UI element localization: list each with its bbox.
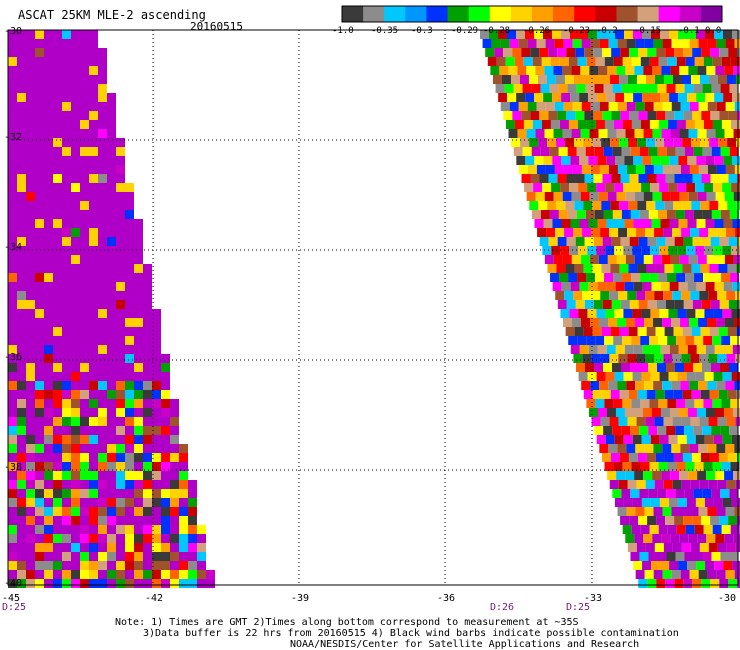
colorbar-label: -0.35 — [371, 26, 399, 36]
data-swaths — [8, 30, 740, 588]
colorbar-label: -0.23 — [563, 26, 591, 36]
pass-time-label: D:26 — [490, 602, 515, 613]
colorbar-swatch — [405, 6, 427, 22]
colorbar-swatch — [489, 6, 512, 22]
colorbar-swatch — [384, 6, 406, 22]
colorbar-swatch — [595, 6, 617, 22]
lat-label: -30 — [4, 26, 23, 37]
colorbar-swatch — [342, 6, 364, 22]
colorbar-label: -0.29 — [451, 26, 479, 36]
lat-label: -38 — [4, 462, 23, 473]
colorbar-swatch — [553, 6, 575, 22]
colorbar-label: -0.1 — [678, 26, 700, 36]
colorbar-swatch — [447, 6, 470, 22]
colorbar-swatch — [510, 6, 533, 22]
colorbar-label: -0.26 — [523, 26, 551, 36]
colorbar — [341, 5, 723, 23]
colorbar-label: -0.28 — [483, 26, 511, 36]
colorbar-swatch — [468, 6, 491, 22]
map-frame — [7, 29, 739, 586]
lon-label: -45 — [2, 593, 21, 604]
lon-label: -42 — [145, 593, 164, 604]
colorbar-swatch — [637, 6, 660, 22]
map-title: ASCAT 25KM MLE-2 ascending — [18, 8, 206, 22]
lat-label: -34 — [4, 242, 23, 253]
colorbar-swatch — [658, 6, 681, 22]
note-line: 3)Data buffer is 22 hrs from 20160515 4)… — [143, 628, 679, 639]
lon-label: -30 — [718, 593, 737, 604]
colorbar-swatch — [363, 6, 385, 22]
colorbar-swatch — [616, 6, 639, 22]
colorbar-label: -1.0 — [332, 26, 354, 36]
colorbar-swatch — [532, 6, 554, 22]
pass-time-label: D:25 — [566, 602, 591, 613]
colorbar-swatch — [700, 6, 723, 22]
colorbar-swatch — [679, 6, 702, 22]
lat-label: -32 — [4, 132, 23, 143]
colorbar-label: -0.15 — [634, 26, 662, 36]
lon-label: -33 — [584, 593, 603, 604]
lat-label: -36 — [4, 352, 23, 363]
lon-label: -39 — [291, 593, 310, 604]
colorbar-label: 0.0 — [705, 26, 722, 36]
lat-lon-grid — [8, 30, 738, 585]
colorbar-label: -0.2 — [596, 26, 618, 36]
colorbar-swatch — [426, 6, 449, 22]
colorbar-label: -0.3 — [411, 26, 433, 36]
note-line: Note: 1) Times are GMT 2)Times along bot… — [115, 617, 579, 628]
lat-label: -40 — [4, 578, 23, 589]
pass-time-label: D:25 — [2, 602, 27, 613]
colorbar-swatch — [574, 6, 596, 22]
note-line: NOAA/NESDIS/Center for Satellite Applica… — [290, 639, 640, 650]
lon-label: -36 — [437, 593, 456, 604]
